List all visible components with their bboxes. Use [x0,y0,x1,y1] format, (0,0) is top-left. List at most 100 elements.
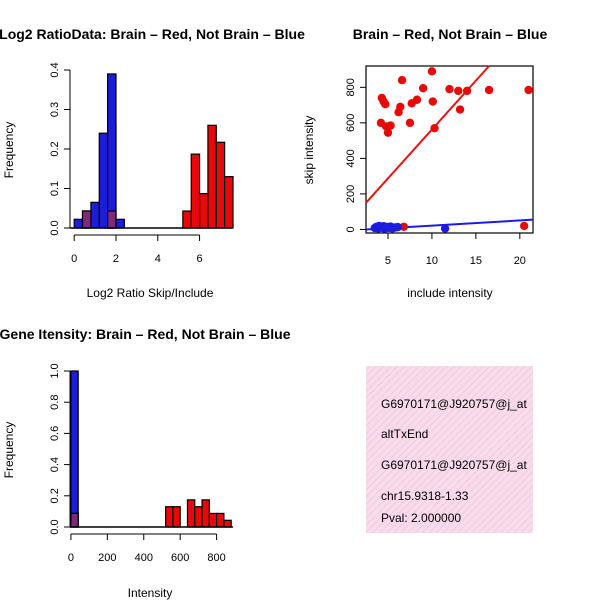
ratio-x-tick-label: 4 [155,253,161,265]
info-event-type: altTxEnd [381,427,428,441]
intensity-x-tick-label: 0 [68,552,74,564]
ratio-x-label: Log2 Ratio Skip/Include [87,286,214,300]
intensity-bar-brain-1 [165,506,174,528]
ratio-bar-brain-5 [215,141,226,229]
ratio-bar-brain-2 [190,153,201,229]
intensity-chart-title: Gene Itensity: Brain – Red, Not Brain – … [0,326,291,342]
scatter-points [370,67,533,233]
scatter-point-not-brain-12 [393,222,402,232]
ratio-y-tick-label: 0.2 [49,141,61,156]
ratio-x-tick-label: 0 [71,253,77,265]
ratio-bar-not-brain-2 [90,201,100,229]
intensity-x-tick-label: 200 [98,552,116,564]
ratio-x-tick-label: 6 [197,253,203,265]
intensity-axes: 0 200 400 600 800 0.0 0.2 0.4 0.6 0.8 1.0 [49,363,226,564]
scatter-point-brain-21 [484,85,494,95]
scatter-chart-title: Brain – Red, Not Brain – Blue [353,26,548,42]
scatter-y-tick-label: 800 [345,78,357,96]
scatter-point-brain-15 [428,97,437,106]
scatter-x-tick-label: 10 [426,255,438,267]
intensity-bar-brain-4 [194,506,203,528]
scatter-point-brain-16 [430,123,439,133]
intensity-bar-brain-5 [201,499,210,528]
scatter-y-tick-label: 200 [345,185,357,203]
scatter-point-brain-23 [520,221,529,231]
scatter-point-brain-13 [418,84,428,93]
scatter-point-brain-5 [381,99,390,109]
ratio-axes: 0 2 4 6 0.0 0.1 0.2 0.3 0.4 [49,62,203,265]
scatter-x-label: include intensity [407,286,492,300]
scatter-point-brain-2 [383,128,393,137]
ratio-bar-overlap-1 [107,210,117,229]
intensity-y-tick-label: 0.8 [49,395,61,410]
scatter-x-tick-label: 5 [385,255,391,267]
scatter-point-brain-10 [405,118,415,128]
intensity-x-tick-label: 800 [207,552,225,564]
ratio-y-tick-label: 0.4 [49,62,61,77]
info-probe-id: G6970171@J920757@j_at [381,397,527,411]
scatter-y-tick-label: 0 [345,226,357,232]
ratio-bar-not-brain-5 [115,218,125,229]
ratio-bar-not-brain-4 [107,73,117,229]
scatter-x-tick-label: 20 [514,255,526,267]
intensity-y-tick-label: 1.0 [49,363,61,378]
scatter-point-brain-4 [377,93,387,103]
scatter-point-brain-9 [397,76,407,85]
ratio-y-tick-label: 0.1 [49,181,61,196]
scatter-point-brain-14 [427,67,437,76]
intensity-bar-overlap-0 [70,512,79,528]
intensity-x-label: Intensity [128,586,173,600]
ratio-bar-not-brain-0 [73,218,84,229]
scatter-point-brain-19 [455,105,465,114]
info-pval: Pval: 2.000000 [381,511,461,525]
intensity-y-tick-label: 0.2 [49,488,61,503]
scatter-x-tick-label: 15 [470,255,482,267]
info-panel: G6970171@J920757@j_at altTxEnd G6970171@… [366,366,533,533]
intensity-x-tick-label: 400 [135,552,153,564]
scatter-point-brain-12 [412,95,422,104]
intensity-bar-not-brain-0 [70,370,79,528]
scatter-point-brain-18 [454,86,463,96]
info-location: chr15.9318-1.33 [381,489,469,503]
scatter-point-not-brain-15 [440,224,450,233]
info-panel-hatch [366,366,533,533]
intensity-bar-brain-7 [216,512,225,528]
intensity-bars [70,370,232,528]
scatter-point-brain-6 [386,121,395,130]
ratio-bar-brain-6 [224,176,234,229]
scatter-point-brain-20 [462,86,472,96]
intensity-bar-brain-6 [208,512,218,528]
intensity-y-tick-label: 0.0 [49,519,61,534]
scatter-y-tick-label: 400 [345,149,357,167]
gene-intensity-histogram: Gene Itensity: Brain – Red, Not Brain – … [0,326,291,600]
intensity-y-tick-label: 0.6 [49,426,61,441]
ratio-bar-brain-3 [198,193,209,229]
intensity-bar-brain-2 [172,506,181,528]
ratio-bars [73,73,234,229]
scatter-point-brain-24 [399,222,408,231]
scatter-point-brain-22 [524,85,533,95]
intensity-scatter: Brain – Red, Not Brain – Blue 5 10 15 20020… [302,26,547,300]
ratio-chart-title: Log2 RatioData: Brain – Red, Not Brain –… [0,26,305,42]
intensity-y-label: Frequency [2,422,16,479]
ratio-y-tick-label: 0.0 [49,220,61,235]
intensity-x-tick-label: 600 [171,552,189,564]
scatter-point-not-brain-14 [380,224,389,233]
ratio-x-tick-label: 2 [113,253,119,265]
ratio-y-tick-label: 0.3 [49,102,61,117]
ratio-y-label: Frequency [2,122,16,179]
intensity-y-tick-label: 0.4 [49,457,61,472]
scatter-y-tick-label: 600 [345,114,357,132]
intensity-bar-brain-8 [223,519,232,528]
scatter-point-brain-8 [396,102,405,112]
ratio-bar-brain-1 [182,210,192,229]
intensity-bar-brain-3 [186,499,196,528]
ratio-histogram: Log2 RatioData: Brain – Red, Not Brain –… [0,26,305,300]
ratio-bar-brain-4 [207,124,217,229]
ratio-bar-overlap-0 [81,210,92,229]
scatter-y-label: skip intensity [302,116,316,185]
ratio-bar-not-brain-3 [98,132,109,229]
scatter-plot-frame [365,65,534,234]
